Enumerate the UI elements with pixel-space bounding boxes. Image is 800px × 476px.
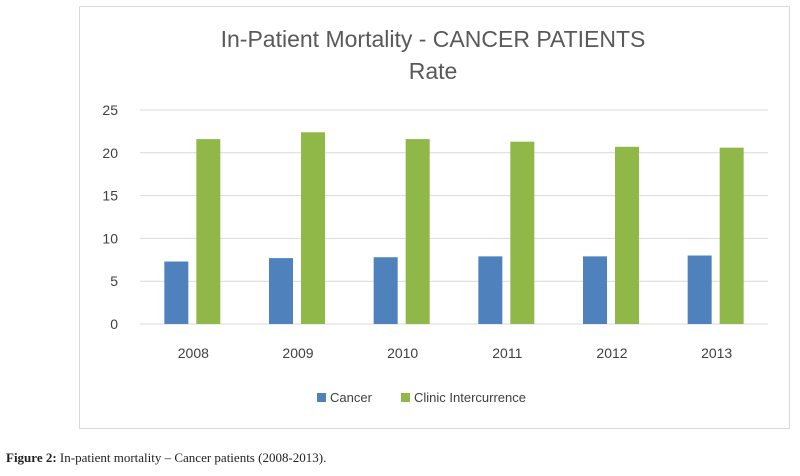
y-tick-label: 20 [102,145,118,161]
x-tick-label: 2009 [282,345,313,361]
y-tick-label: 15 [102,188,118,204]
bar-cancer [478,256,503,324]
bar-cancer [373,257,398,324]
x-tick-label: 2008 [178,345,209,361]
bar-chart: In-Patient Mortality - CANCER PATIENTS R… [102,26,768,405]
y-axis-tick-labels: 0 5 10 15 20 25 [102,102,118,332]
bar-clinic-intercurrence [405,139,430,324]
caption-text: In-patient mortality – Cancer patients (… [56,450,327,465]
legend-swatch [317,393,326,402]
legend: Cancer Clinic Intercurrence [317,390,526,405]
bar-clinic-intercurrence [719,147,744,324]
bar-clinic-intercurrence [510,141,535,324]
chart-subtitle: Rate [409,58,458,84]
legend-label: Cancer [330,390,373,405]
x-tick-label: 2010 [387,345,418,361]
y-tick-label: 10 [102,230,118,246]
x-tick-label: 2011 [492,345,522,361]
bars [164,132,744,324]
bar-cancer [687,255,712,324]
y-tick-label: 25 [102,102,118,118]
bar-cancer [269,258,293,324]
x-tick-label: 2013 [701,345,732,361]
chart-title: In-Patient Mortality - CANCER PATIENTS [221,26,646,52]
legend-label: Clinic Intercurrence [414,390,526,405]
bar-clinic-intercurrence [301,132,325,324]
x-axis-tick-labels: 2008 2009 2010 2011 2012 2013 [178,345,733,361]
y-tick-label: 0 [110,316,118,332]
bar-cancer [583,256,607,324]
x-tick-label: 2012 [596,345,627,361]
bar-cancer [164,261,189,324]
caption-label: Figure 2: [6,450,57,465]
gridlines [140,109,768,325]
figure-caption: Figure 2: In-patient mortality – Cancer … [6,450,326,466]
legend-swatch [401,393,410,402]
y-tick-label: 5 [110,273,118,289]
bar-clinic-intercurrence [615,146,639,324]
bar-clinic-intercurrence [196,139,221,324]
